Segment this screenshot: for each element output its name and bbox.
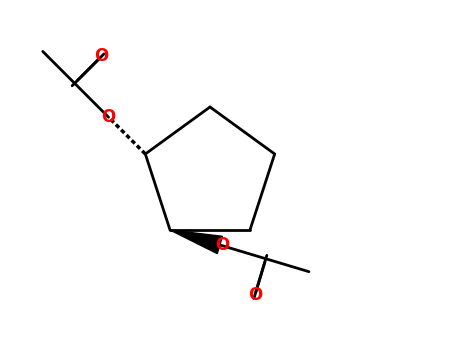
- Text: O: O: [101, 108, 116, 126]
- Text: O: O: [94, 47, 109, 65]
- Polygon shape: [170, 230, 222, 254]
- Text: O: O: [248, 286, 262, 304]
- Text: O: O: [215, 236, 229, 254]
